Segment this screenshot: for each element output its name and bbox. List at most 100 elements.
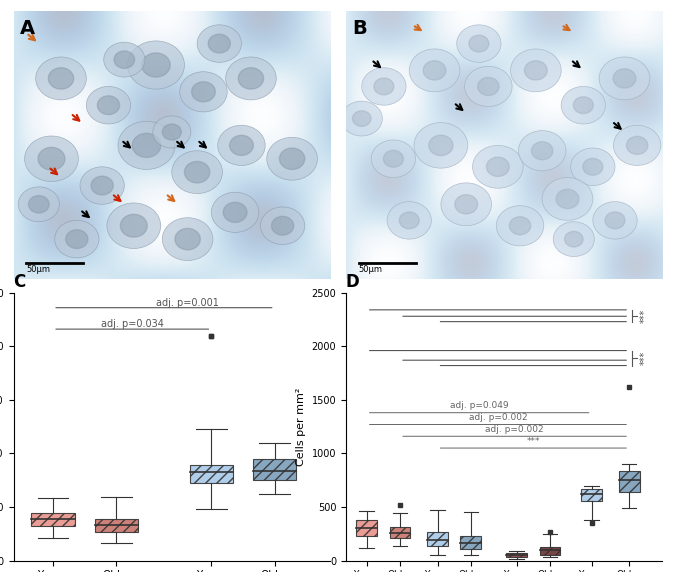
Circle shape xyxy=(455,194,478,214)
Text: adj. p=0.002: adj. p=0.002 xyxy=(468,413,527,422)
Circle shape xyxy=(531,142,553,160)
Circle shape xyxy=(212,192,259,232)
Circle shape xyxy=(371,140,416,177)
Circle shape xyxy=(613,125,661,165)
Circle shape xyxy=(107,203,161,248)
Circle shape xyxy=(153,116,191,148)
Circle shape xyxy=(525,61,548,80)
Circle shape xyxy=(162,218,213,261)
Circle shape xyxy=(518,130,566,171)
Text: ***: *** xyxy=(640,309,650,323)
Text: adj. p=0.049: adj. p=0.049 xyxy=(450,402,508,411)
Circle shape xyxy=(553,222,594,256)
Circle shape xyxy=(593,201,637,239)
FancyBboxPatch shape xyxy=(389,527,410,538)
Circle shape xyxy=(613,69,636,88)
Circle shape xyxy=(556,189,579,209)
FancyBboxPatch shape xyxy=(253,459,297,480)
Circle shape xyxy=(599,57,650,100)
Text: 50μm: 50μm xyxy=(358,265,383,274)
Circle shape xyxy=(341,101,383,136)
Text: 50μm: 50μm xyxy=(26,265,50,274)
Circle shape xyxy=(175,228,200,250)
FancyBboxPatch shape xyxy=(95,519,138,531)
Text: D: D xyxy=(346,273,360,291)
FancyBboxPatch shape xyxy=(427,531,448,546)
Circle shape xyxy=(387,201,431,239)
Text: A: A xyxy=(20,19,35,38)
Circle shape xyxy=(561,86,606,124)
FancyBboxPatch shape xyxy=(506,553,527,557)
Circle shape xyxy=(218,125,265,165)
Circle shape xyxy=(400,212,419,229)
Circle shape xyxy=(571,148,615,185)
Circle shape xyxy=(469,35,489,52)
Circle shape xyxy=(352,111,371,126)
Text: ***: *** xyxy=(527,437,540,446)
Circle shape xyxy=(267,137,318,180)
Circle shape xyxy=(496,206,544,246)
Circle shape xyxy=(583,158,603,175)
Circle shape xyxy=(272,216,293,235)
FancyBboxPatch shape xyxy=(31,514,75,526)
FancyBboxPatch shape xyxy=(619,471,639,492)
Circle shape xyxy=(87,86,130,124)
Text: ***: *** xyxy=(640,351,650,365)
Circle shape xyxy=(185,161,210,183)
Circle shape xyxy=(55,220,99,258)
Text: adj. p=0.002: adj. p=0.002 xyxy=(485,425,544,434)
Circle shape xyxy=(66,230,88,248)
Text: adj. p=0.034: adj. p=0.034 xyxy=(101,319,164,329)
Circle shape xyxy=(564,231,583,247)
Text: adj. p=0.001: adj. p=0.001 xyxy=(156,297,219,308)
FancyBboxPatch shape xyxy=(356,520,377,536)
FancyBboxPatch shape xyxy=(460,536,481,549)
Circle shape xyxy=(605,212,625,229)
Circle shape xyxy=(38,148,65,170)
Circle shape xyxy=(172,151,222,193)
Circle shape xyxy=(230,136,254,156)
Circle shape xyxy=(120,214,147,237)
Circle shape xyxy=(80,167,124,204)
Circle shape xyxy=(142,53,170,77)
Circle shape xyxy=(226,57,276,100)
Circle shape xyxy=(260,207,305,244)
Circle shape xyxy=(487,157,509,176)
Circle shape xyxy=(91,176,114,195)
Circle shape xyxy=(197,25,241,62)
Circle shape xyxy=(223,202,247,223)
Circle shape xyxy=(279,148,305,169)
Circle shape xyxy=(414,122,468,168)
Circle shape xyxy=(180,72,227,112)
FancyBboxPatch shape xyxy=(189,465,233,483)
Circle shape xyxy=(238,67,264,89)
Circle shape xyxy=(627,136,648,154)
Text: C: C xyxy=(14,273,26,291)
Circle shape xyxy=(362,67,406,105)
Circle shape xyxy=(464,66,512,106)
FancyBboxPatch shape xyxy=(581,488,602,500)
Circle shape xyxy=(542,177,593,220)
Circle shape xyxy=(162,124,181,140)
Circle shape xyxy=(114,51,135,69)
Circle shape xyxy=(429,135,453,156)
Circle shape xyxy=(28,196,49,213)
Text: B: B xyxy=(352,19,367,38)
Circle shape xyxy=(423,61,446,80)
Circle shape xyxy=(441,183,491,226)
Circle shape xyxy=(36,57,87,100)
Circle shape xyxy=(24,136,78,181)
Circle shape xyxy=(97,96,120,114)
Circle shape xyxy=(132,133,161,157)
Circle shape xyxy=(573,97,594,114)
Circle shape xyxy=(118,121,175,169)
Circle shape xyxy=(409,49,460,92)
FancyBboxPatch shape xyxy=(539,547,560,555)
Circle shape xyxy=(128,41,185,89)
Circle shape xyxy=(473,145,523,188)
Circle shape xyxy=(374,78,394,95)
Circle shape xyxy=(510,49,561,92)
Circle shape xyxy=(208,34,231,53)
Circle shape xyxy=(49,67,74,89)
Circle shape xyxy=(191,82,216,102)
